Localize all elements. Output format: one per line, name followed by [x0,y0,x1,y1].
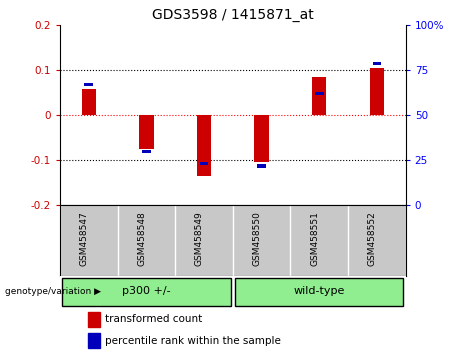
Text: GSM458551: GSM458551 [310,211,319,266]
Text: GSM458550: GSM458550 [253,211,262,266]
Bar [197,115,211,176]
Bar [370,68,384,115]
Bar [312,77,326,115]
Bar [84,83,93,86]
Text: GSM458552: GSM458552 [368,211,377,266]
Bar [82,89,96,115]
Text: percentile rank within the sample: percentile rank within the sample [105,336,281,346]
Text: GSM458549: GSM458549 [195,211,204,266]
Text: transformed count: transformed count [105,314,202,325]
Bar [372,62,381,65]
FancyBboxPatch shape [235,278,403,306]
FancyBboxPatch shape [62,278,230,306]
Text: GSM458547: GSM458547 [80,211,89,266]
Text: p300 +/-: p300 +/- [122,286,171,296]
Bar [254,115,269,162]
Title: GDS3598 / 1415871_at: GDS3598 / 1415871_at [152,8,313,22]
Bar [88,312,100,327]
Bar [200,162,208,165]
Text: GSM458548: GSM458548 [137,211,146,266]
Text: genotype/variation ▶: genotype/variation ▶ [5,287,100,296]
Bar [142,150,151,153]
Bar [139,115,154,149]
Bar [315,92,324,96]
Text: wild-type: wild-type [294,286,345,296]
Bar [257,165,266,168]
Bar [88,333,100,348]
